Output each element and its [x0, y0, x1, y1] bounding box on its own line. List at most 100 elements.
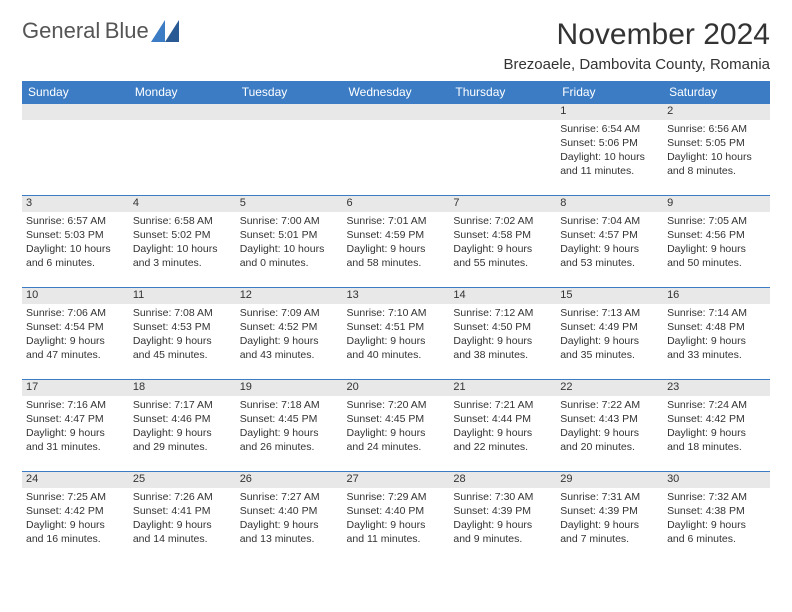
sunset-line: Sunset: 4:49 PM	[560, 320, 659, 334]
sunrise-line: Sunrise: 7:02 AM	[453, 214, 552, 228]
sunrise-line: Sunrise: 7:30 AM	[453, 490, 552, 504]
sunset-line: Sunset: 4:44 PM	[453, 412, 552, 426]
day-cell: Sunrise: 7:04 AMSunset: 4:57 PMDaylight:…	[556, 212, 663, 288]
sunset-line: Sunset: 4:52 PM	[240, 320, 339, 334]
day-cell	[449, 120, 556, 196]
day-header: Saturday	[663, 81, 770, 104]
sunset-line: Sunset: 5:05 PM	[667, 136, 766, 150]
day-cell: Sunrise: 7:17 AMSunset: 4:46 PMDaylight:…	[129, 396, 236, 472]
sunrise-line: Sunrise: 7:27 AM	[240, 490, 339, 504]
day-number	[129, 104, 236, 120]
sunset-line: Sunset: 4:41 PM	[133, 504, 232, 518]
day-number: 11	[129, 288, 236, 304]
day-cell: Sunrise: 7:22 AMSunset: 4:43 PMDaylight:…	[556, 396, 663, 472]
sunset-line: Sunset: 4:45 PM	[347, 412, 446, 426]
day-number: 16	[663, 288, 770, 304]
day-number	[22, 104, 129, 120]
day-cell: Sunrise: 7:00 AMSunset: 5:01 PMDaylight:…	[236, 212, 343, 288]
sunset-line: Sunset: 5:06 PM	[560, 136, 659, 150]
day-number: 10	[22, 288, 129, 304]
day-header: Friday	[556, 81, 663, 104]
daylight-line: Daylight: 10 hours and 0 minutes.	[240, 242, 339, 270]
day-cell: Sunrise: 7:12 AMSunset: 4:50 PMDaylight:…	[449, 304, 556, 380]
day-cell: Sunrise: 7:02 AMSunset: 4:58 PMDaylight:…	[449, 212, 556, 288]
daylight-line: Daylight: 10 hours and 3 minutes.	[133, 242, 232, 270]
day-cell: Sunrise: 7:26 AMSunset: 4:41 PMDaylight:…	[129, 488, 236, 564]
sunrise-line: Sunrise: 7:06 AM	[26, 306, 125, 320]
day-header: Thursday	[449, 81, 556, 104]
daylight-line: Daylight: 9 hours and 29 minutes.	[133, 426, 232, 454]
sunset-line: Sunset: 4:38 PM	[667, 504, 766, 518]
day-cell: Sunrise: 7:18 AMSunset: 4:45 PMDaylight:…	[236, 396, 343, 472]
day-number: 27	[343, 472, 450, 488]
daylight-line: Daylight: 9 hours and 20 minutes.	[560, 426, 659, 454]
sunrise-line: Sunrise: 7:01 AM	[347, 214, 446, 228]
sunset-line: Sunset: 4:45 PM	[240, 412, 339, 426]
sunrise-line: Sunrise: 7:18 AM	[240, 398, 339, 412]
sunrise-line: Sunrise: 7:04 AM	[560, 214, 659, 228]
sunrise-line: Sunrise: 7:20 AM	[347, 398, 446, 412]
day-cell: Sunrise: 7:01 AMSunset: 4:59 PMDaylight:…	[343, 212, 450, 288]
daylight-line: Daylight: 9 hours and 45 minutes.	[133, 334, 232, 362]
daylight-line: Daylight: 9 hours and 43 minutes.	[240, 334, 339, 362]
logo-triangle-icon	[151, 20, 179, 42]
day-number: 17	[22, 380, 129, 396]
daylight-line: Daylight: 9 hours and 16 minutes.	[26, 518, 125, 546]
day-header: Wednesday	[343, 81, 450, 104]
daylight-line: Daylight: 10 hours and 11 minutes.	[560, 150, 659, 178]
day-cell	[22, 120, 129, 196]
day-cell: Sunrise: 7:13 AMSunset: 4:49 PMDaylight:…	[556, 304, 663, 380]
daylight-line: Daylight: 9 hours and 40 minutes.	[347, 334, 446, 362]
day-number: 9	[663, 196, 770, 212]
day-number: 18	[129, 380, 236, 396]
daylight-line: Daylight: 9 hours and 50 minutes.	[667, 242, 766, 270]
sunset-line: Sunset: 4:40 PM	[240, 504, 339, 518]
day-number: 5	[236, 196, 343, 212]
calendar-table: SundayMondayTuesdayWednesdayThursdayFrid…	[22, 81, 770, 564]
day-number: 7	[449, 196, 556, 212]
daylight-line: Daylight: 9 hours and 14 minutes.	[133, 518, 232, 546]
sunset-line: Sunset: 4:56 PM	[667, 228, 766, 242]
daylight-line: Daylight: 9 hours and 58 minutes.	[347, 242, 446, 270]
day-number: 19	[236, 380, 343, 396]
day-cell: Sunrise: 7:25 AMSunset: 4:42 PMDaylight:…	[22, 488, 129, 564]
daylight-line: Daylight: 9 hours and 13 minutes.	[240, 518, 339, 546]
day-cell: Sunrise: 7:08 AMSunset: 4:53 PMDaylight:…	[129, 304, 236, 380]
daylight-line: Daylight: 9 hours and 33 minutes.	[667, 334, 766, 362]
sunrise-line: Sunrise: 7:24 AM	[667, 398, 766, 412]
day-number: 29	[556, 472, 663, 488]
daylight-line: Daylight: 10 hours and 8 minutes.	[667, 150, 766, 178]
sunrise-line: Sunrise: 6:57 AM	[26, 214, 125, 228]
day-cell: Sunrise: 6:57 AMSunset: 5:03 PMDaylight:…	[22, 212, 129, 288]
day-cell: Sunrise: 7:05 AMSunset: 4:56 PMDaylight:…	[663, 212, 770, 288]
day-cell: Sunrise: 7:10 AMSunset: 4:51 PMDaylight:…	[343, 304, 450, 380]
day-number: 14	[449, 288, 556, 304]
daylight-line: Daylight: 9 hours and 53 minutes.	[560, 242, 659, 270]
sunset-line: Sunset: 4:48 PM	[667, 320, 766, 334]
sunrise-line: Sunrise: 7:26 AM	[133, 490, 232, 504]
day-cell: Sunrise: 7:24 AMSunset: 4:42 PMDaylight:…	[663, 396, 770, 472]
location: Brezoaele, Dambovita County, Romania	[503, 56, 770, 73]
day-cell: Sunrise: 6:56 AMSunset: 5:05 PMDaylight:…	[663, 120, 770, 196]
day-cell	[343, 120, 450, 196]
day-cell: Sunrise: 7:09 AMSunset: 4:52 PMDaylight:…	[236, 304, 343, 380]
day-number: 26	[236, 472, 343, 488]
day-header: Monday	[129, 81, 236, 104]
sunset-line: Sunset: 5:01 PM	[240, 228, 339, 242]
day-cell: Sunrise: 7:14 AMSunset: 4:48 PMDaylight:…	[663, 304, 770, 380]
day-cell: Sunrise: 6:58 AMSunset: 5:02 PMDaylight:…	[129, 212, 236, 288]
daylight-line: Daylight: 9 hours and 24 minutes.	[347, 426, 446, 454]
day-number: 30	[663, 472, 770, 488]
day-cell: Sunrise: 7:16 AMSunset: 4:47 PMDaylight:…	[22, 396, 129, 472]
sunrise-line: Sunrise: 7:17 AM	[133, 398, 232, 412]
day-number	[236, 104, 343, 120]
daylight-line: Daylight: 9 hours and 26 minutes.	[240, 426, 339, 454]
sunrise-line: Sunrise: 7:25 AM	[26, 490, 125, 504]
daylight-line: Daylight: 9 hours and 55 minutes.	[453, 242, 552, 270]
day-cell: Sunrise: 7:31 AMSunset: 4:39 PMDaylight:…	[556, 488, 663, 564]
sunset-line: Sunset: 4:39 PM	[560, 504, 659, 518]
daylight-line: Daylight: 9 hours and 11 minutes.	[347, 518, 446, 546]
sunrise-line: Sunrise: 7:22 AM	[560, 398, 659, 412]
month-title: November 2024	[503, 18, 770, 52]
logo-word2: Blue	[105, 18, 149, 43]
